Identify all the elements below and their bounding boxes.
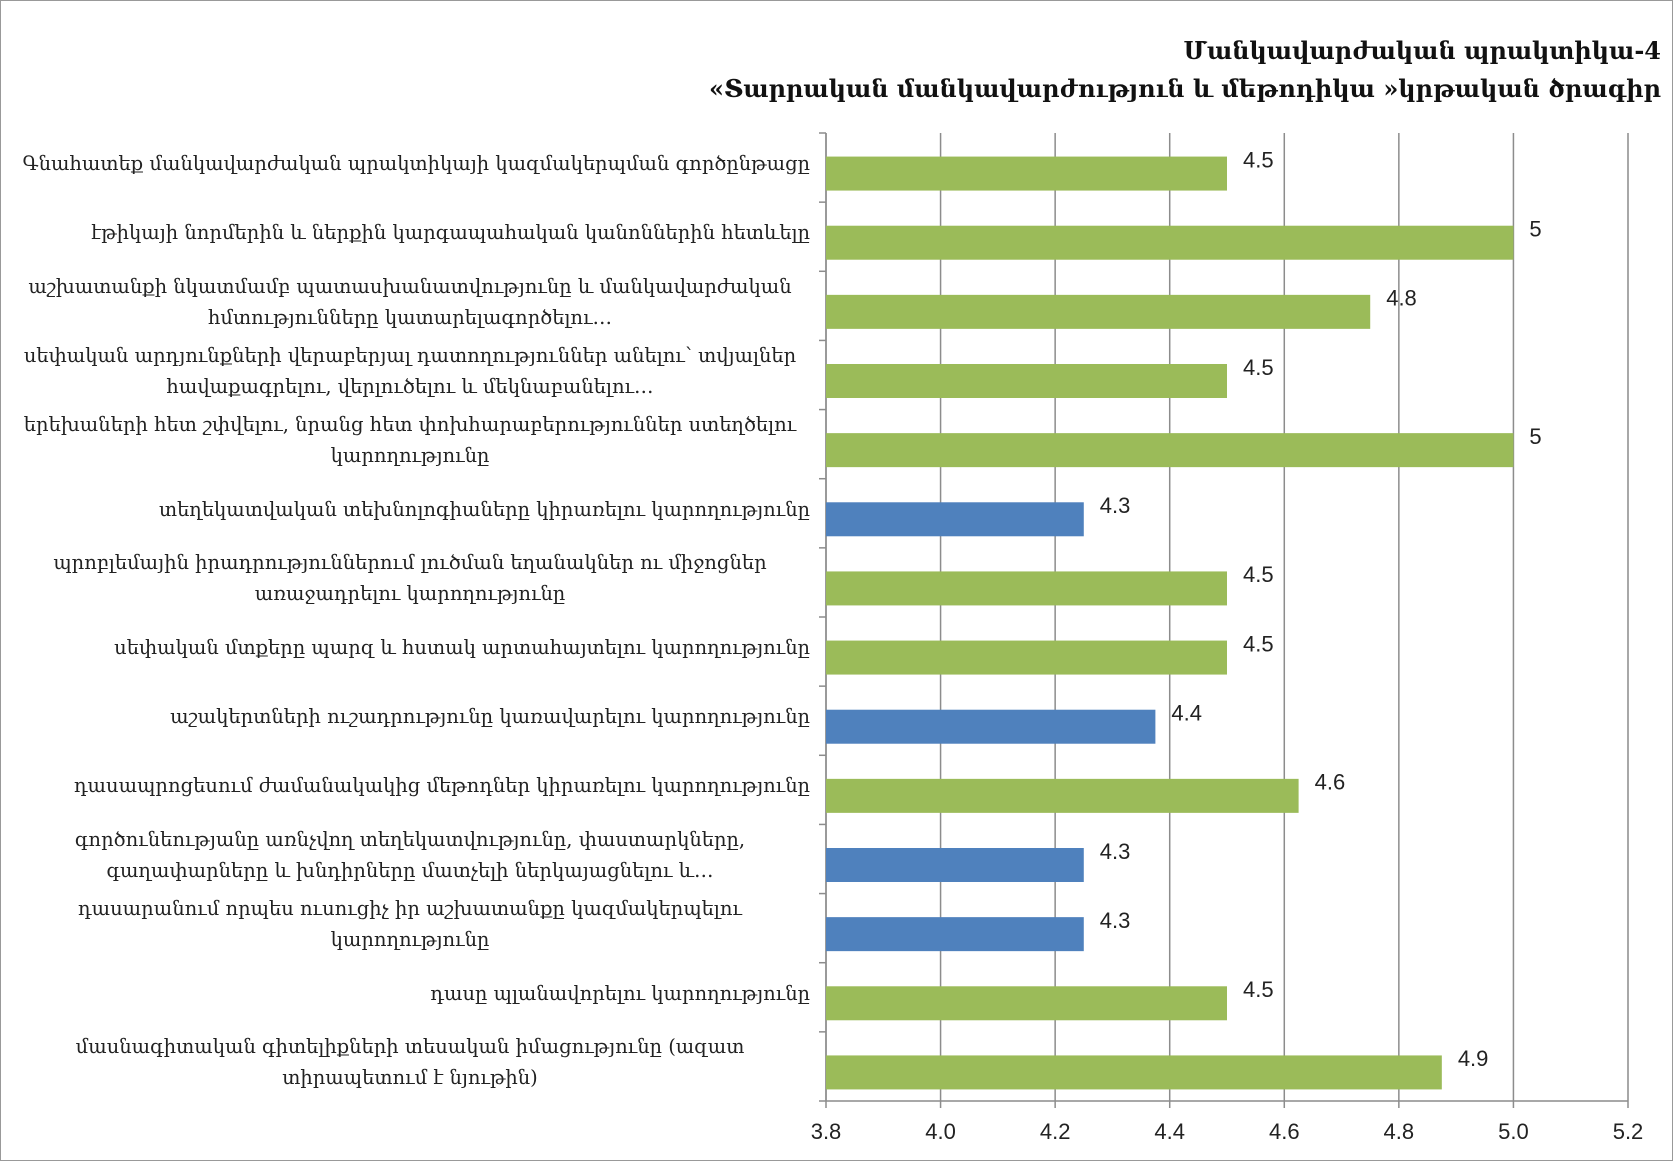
- bar: [826, 502, 1084, 537]
- y-tick-label: տեղեկատվական տեխնոլոգիաները կիրառելու կա…: [159, 497, 810, 521]
- y-tick-label: սեփական արդյունքների վերաբերյալ դատողութ…: [23, 343, 797, 398]
- y-tick-label-box: աշխատանքի նկատմամբ պատասխանատվությունը և…: [10, 267, 810, 336]
- bar: [826, 709, 1156, 744]
- x-tick-label: 4.6: [1269, 1119, 1300, 1144]
- y-tick-label-box: երեխաների հետ շփվելու, նրանց հետ փոխհարա…: [10, 406, 810, 475]
- y-tick-label: դասարանում որպես ուսուցիչ իր աշխատանքը կ…: [78, 897, 742, 952]
- value-label: 4.4: [1171, 701, 1202, 726]
- bar: [826, 364, 1227, 398]
- y-tick-label-box: գործունեությանը առնչվող տեղեկատվությունը…: [10, 820, 810, 889]
- bar: [826, 986, 1227, 1021]
- bar: [826, 1055, 1442, 1090]
- bar: [826, 433, 1514, 468]
- y-tick-label: դասը պլանավորելու կարողությունը: [430, 981, 810, 1005]
- y-tick-label-box: դասարանում որպես ուսուցիչ իր աշխատանքը կ…: [10, 890, 810, 959]
- bar: [826, 156, 1227, 191]
- value-label: 4.9: [1458, 1046, 1489, 1071]
- value-label: 4.5: [1243, 631, 1274, 656]
- y-tick-label: Գնահատեք մանկավարժական պրակտիկայի կազմակ…: [22, 152, 810, 176]
- value-label: 4.5: [1243, 562, 1274, 587]
- bar: [826, 848, 1084, 882]
- value-label: 4.3: [1100, 839, 1131, 864]
- value-label: 5: [1529, 424, 1541, 449]
- value-label: 4.5: [1243, 147, 1274, 172]
- chart-title: Մանկավարժական պրակտիկա-4: [1183, 36, 1662, 65]
- y-tick-label: աշակերտների ուշադրությունը կառավարելու կ…: [170, 705, 810, 729]
- x-tick-label: 4.2: [1040, 1119, 1071, 1144]
- y-tick-label: էթիկայի նորմերին և ներքին կարգապահական կ…: [91, 221, 810, 245]
- y-tick-label: մասնագիտական գիտելիքների տեսական իմացութ…: [75, 1035, 745, 1090]
- y-tick-label-box: Գնահատեք մանկավարժական պրակտիկայի կազմակ…: [10, 129, 810, 198]
- y-tick-label-box: պրոբլեմային իրադրություններում լուծման ե…: [10, 544, 810, 613]
- y-tick-label-box: էթիկայի նորմերին և ներքին կարգապահական կ…: [10, 198, 810, 267]
- value-label: 4.3: [1100, 908, 1131, 933]
- y-tick-label: պրոբլեմային իրադրություններում լուծման ե…: [53, 551, 767, 606]
- y-tick-label-box: դասը պլանավորելու կարողությունը: [10, 959, 810, 1028]
- y-tick-label-box: տեղեկատվական տեխնոլոգիաները կիրառելու կա…: [10, 475, 810, 544]
- y-tick-label: երեխաների հետ շփվելու, նրանց հետ փոխհարա…: [23, 413, 797, 468]
- y-tick-label-box: աշակերտների ուշադրությունը կառավարելու կ…: [10, 682, 810, 751]
- bar: [826, 917, 1084, 952]
- x-tick-label: 5.0: [1498, 1119, 1529, 1144]
- value-label: 4.3: [1100, 493, 1131, 518]
- x-tick-label: 4.0: [925, 1119, 956, 1144]
- y-tick-label-box: մասնագիտական գիտելիքների տեսական իմացութ…: [10, 1028, 810, 1097]
- y-tick-label: դասապրոցեսում ժամանակակից մեթոդներ կիրառ…: [73, 774, 810, 798]
- y-tick-label-box: սեփական արդյունքների վերաբերյալ դատողութ…: [10, 336, 810, 405]
- value-label: 4.5: [1243, 977, 1274, 1002]
- bar: [826, 225, 1514, 260]
- chart-subtitle: «Տարրական մանկավարժություն և մեթոդիկա »կ…: [708, 74, 1661, 103]
- x-tick-label: 5.2: [1613, 1119, 1644, 1144]
- y-tick-label: գործունեությանը առնչվող տեղեկատվությունը…: [74, 827, 746, 882]
- value-label: 4.5: [1243, 355, 1274, 380]
- y-tick-label-box: սեփական մտքերը պարզ և հստակ արտահայտելու…: [10, 613, 810, 682]
- bar: [826, 294, 1371, 329]
- value-label: 5: [1529, 217, 1541, 242]
- x-tick-label: 3.8: [811, 1119, 842, 1144]
- y-tick-label: աշխատանքի նկատմամբ պատասխանատվությունը և…: [28, 274, 792, 329]
- bar: [826, 640, 1227, 675]
- bar: [826, 778, 1299, 813]
- y-tick-label-box: դասապրոցեսում ժամանակակից մեթոդներ կիրառ…: [10, 751, 810, 820]
- x-tick-label: 4.4: [1154, 1119, 1185, 1144]
- bar: [826, 571, 1227, 606]
- value-label: 4.8: [1386, 286, 1417, 311]
- x-tick-label: 4.8: [1384, 1119, 1415, 1144]
- value-label: 4.6: [1315, 770, 1346, 795]
- y-tick-label: սեփական մտքերը պարզ և հստակ արտահայտելու…: [114, 636, 810, 660]
